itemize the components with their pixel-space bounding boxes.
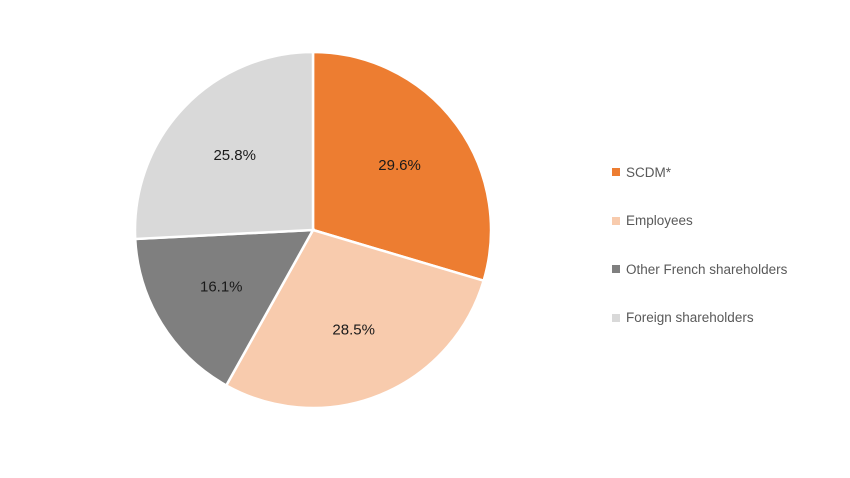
legend-item-other-french-shareholders: Other French shareholders	[612, 257, 787, 281]
pie-slice-employees	[224, 228, 486, 410]
pie-slice-scdm	[311, 50, 493, 283]
legend-item-employees: Employees	[612, 209, 787, 233]
legend-label-other-french-shareholders: Other French shareholders	[626, 261, 788, 277]
legend-swatch-employees	[612, 216, 620, 225]
legend-swatch-other-french-shareholders	[612, 265, 620, 273]
legend-item-scdm: SCDM*	[612, 160, 787, 184]
legend-label-foreign-shareholders: Foreign shareholders	[626, 310, 754, 325]
legend-label-scdm: SCDM*	[626, 164, 672, 180]
pie-slice-foreign-shareholders	[133, 50, 315, 241]
legend-swatch-foreign-shareholders	[612, 313, 620, 322]
legend: SCDM* Employees Other French shareholder…	[612, 160, 787, 354]
legend-swatch-scdm	[612, 168, 620, 176]
legend-label-employees: Employees	[626, 213, 693, 228]
data-label-foreign-shareholders: 25.8%	[213, 147, 256, 164]
data-label-other-french-shareholders: 16.1%	[200, 279, 243, 296]
data-label-scdm: 29.6%	[378, 157, 421, 174]
pie-slice-other-french-shareholders	[133, 228, 316, 388]
legend-item-foreign-shareholders: Foreign shareholders	[612, 306, 787, 330]
data-label-employees: 28.5%	[332, 322, 375, 339]
